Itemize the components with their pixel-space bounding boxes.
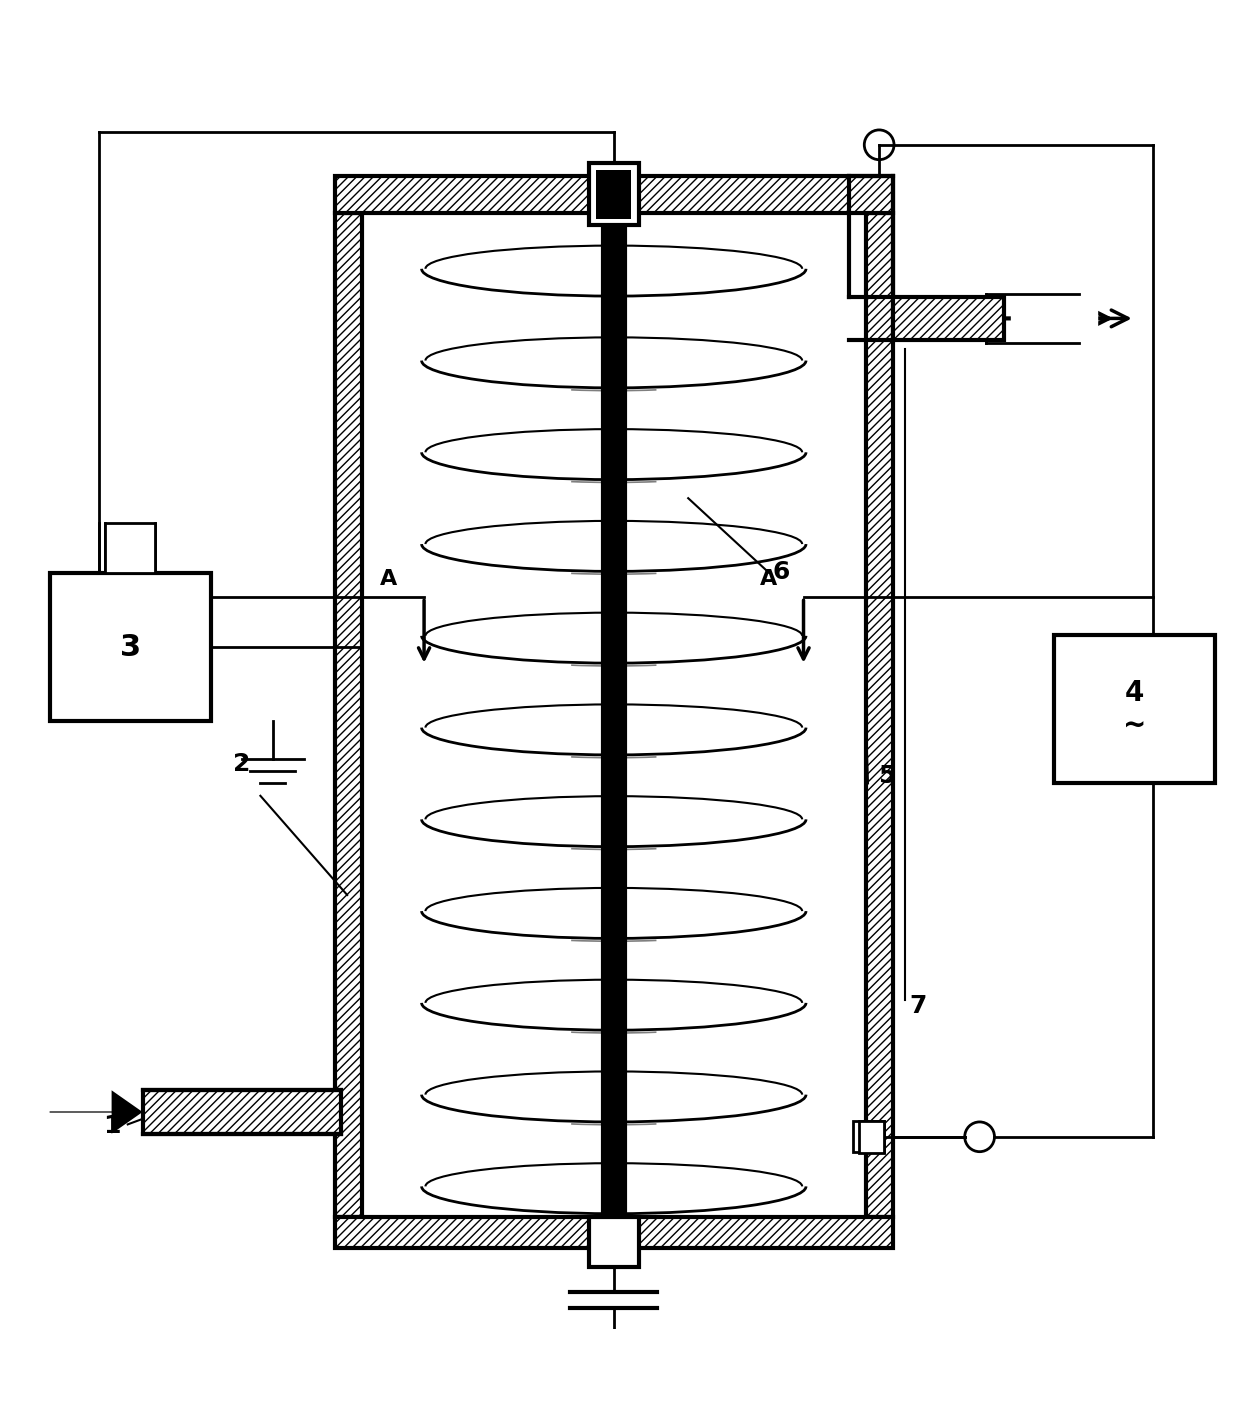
Text: 7: 7 xyxy=(909,994,926,1018)
Bar xyxy=(335,1218,893,1248)
Bar xyxy=(335,1218,893,1248)
Bar xyxy=(859,1120,884,1153)
Text: 6: 6 xyxy=(773,560,790,584)
Text: A: A xyxy=(379,569,397,588)
Bar xyxy=(1054,635,1215,783)
Text: 4: 4 xyxy=(1064,665,1081,689)
Bar xyxy=(596,170,631,220)
Text: 3: 3 xyxy=(60,628,77,652)
Bar xyxy=(105,523,155,573)
Bar xyxy=(603,176,625,1236)
Bar xyxy=(335,176,893,213)
Bar xyxy=(853,1120,884,1151)
Text: 5: 5 xyxy=(878,764,895,788)
Polygon shape xyxy=(1011,303,1097,333)
Text: 2: 2 xyxy=(233,752,250,776)
Bar xyxy=(893,296,1004,340)
Bar xyxy=(335,176,893,213)
Bar xyxy=(589,163,639,225)
Bar xyxy=(866,213,893,1218)
Bar xyxy=(589,1218,639,1268)
Text: 4
~: 4 ~ xyxy=(1123,679,1146,739)
Text: 3: 3 xyxy=(119,632,141,662)
FancyArrow shape xyxy=(50,1090,143,1134)
Text: 1: 1 xyxy=(103,1115,120,1139)
Bar xyxy=(335,213,362,1218)
Bar xyxy=(50,573,211,722)
Bar xyxy=(143,1090,341,1134)
Bar xyxy=(893,296,1004,340)
Bar xyxy=(335,213,362,1218)
Text: A: A xyxy=(760,569,777,588)
Bar xyxy=(866,213,893,1218)
Bar xyxy=(143,1090,341,1134)
